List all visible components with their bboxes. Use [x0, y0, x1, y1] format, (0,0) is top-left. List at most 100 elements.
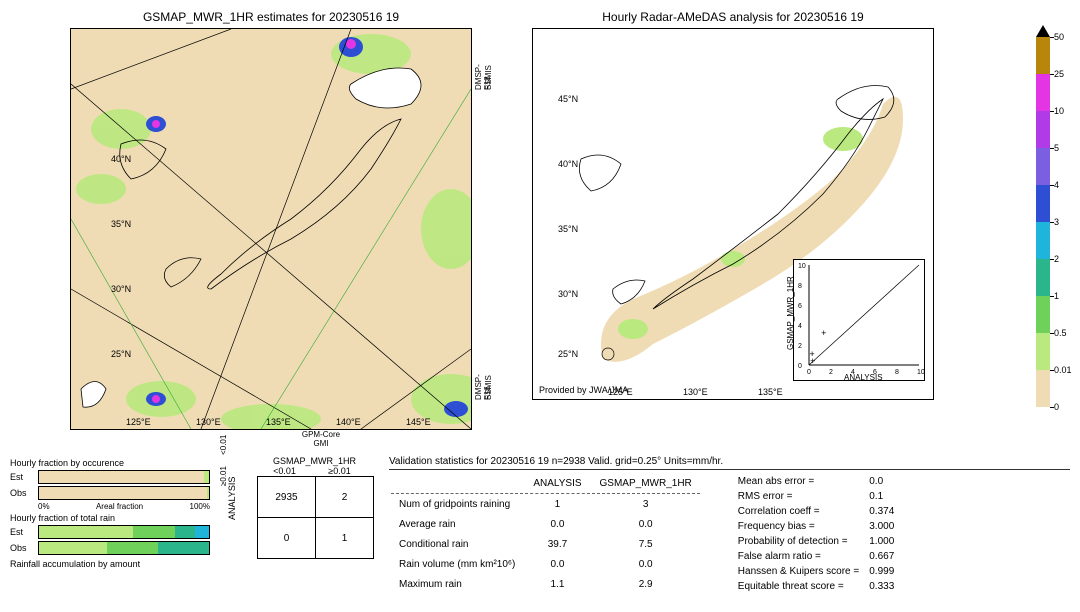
left-map: 25°N 30°N 35°N 40°N 125°E 130°E 135°E 14…: [70, 28, 472, 430]
lon-tick: 130°E: [196, 417, 221, 427]
scatter-plot: +++ 0246810 0246810 ANALYSIS GSMAP_MWR_1…: [793, 259, 925, 381]
sat-label: SSMIS: [484, 375, 493, 400]
right-map-panel: Hourly Radar-AMeDAS analysis for 2023051…: [532, 10, 934, 448]
colorbar: 502510543210.50.010: [1036, 25, 1050, 407]
metric-cell: 1.000: [865, 535, 898, 548]
colorbar-seg: [1036, 111, 1050, 148]
lon-tick: 125°E: [126, 417, 151, 427]
scatter-ylabel: GSMAP_MWR_1HR: [786, 276, 795, 350]
colorbar-seg: [1036, 222, 1050, 259]
lat-tick: 25°N: [111, 349, 131, 359]
left-map-panel: GSMAP_MWR_1HR estimates for 20230516 19: [70, 10, 472, 448]
lat-tick: 30°N: [558, 289, 578, 299]
metric-cell: 0.374: [865, 505, 898, 518]
colorbar-seg: [1036, 259, 1050, 296]
gpm-label: GPM-Core: [170, 430, 472, 439]
colorbar-seg: [1036, 185, 1050, 222]
ct-rowhdr-1: ≥0.01: [219, 466, 228, 486]
stats-cell: 39.7: [525, 535, 589, 553]
left-map-title: GSMAP_MWR_1HR estimates for 20230516 19: [70, 10, 472, 24]
fraction-row-label: Est: [10, 527, 38, 537]
lat-tick: 45°N: [558, 94, 578, 104]
right-map-title: Hourly Radar-AMeDAS analysis for 2023051…: [532, 10, 934, 24]
metric-cell: Correlation coeff =: [734, 505, 863, 518]
stats-cell: 0.0: [592, 516, 700, 534]
stats-cell: 0.0: [525, 516, 589, 534]
svg-text:2: 2: [798, 343, 802, 350]
fraction-row-label: Obs: [10, 543, 38, 553]
svg-text:0: 0: [807, 369, 811, 376]
stats-cell: 1.1: [525, 575, 589, 593]
metric-cell: 0.333: [865, 580, 898, 593]
colorbar-tick: 5: [1054, 143, 1059, 153]
svg-text:6: 6: [798, 303, 802, 310]
metric-cell: Mean abs error =: [734, 475, 863, 488]
metric-cell: 3.000: [865, 520, 898, 533]
lon-tick: 135°E: [266, 417, 291, 427]
stats-panel: Validation statistics for 20230516 19 n=…: [389, 456, 1070, 595]
lon-tick: 135°E: [758, 387, 783, 397]
fraction-row-label: Est: [10, 472, 38, 482]
lat-tick: 40°N: [111, 154, 131, 164]
stats-cell: Conditional rain: [391, 535, 523, 553]
metric-cell: Equitable threat score =: [734, 580, 863, 593]
stats-cell: 2.9: [592, 575, 700, 593]
lon-tick: 145°E: [406, 417, 431, 427]
colorbar-seg: [1036, 148, 1050, 185]
gmi-label: GMI: [170, 439, 472, 448]
ct-rowhdr-0: <0.01: [219, 435, 228, 455]
colorbar-seg: [1036, 296, 1050, 333]
colorbar-seg: [1036, 333, 1050, 370]
metrics-table: Mean abs error =0.0RMS error =0.1Correla…: [732, 473, 900, 595]
svg-text:+: +: [810, 349, 815, 359]
fraction-seg: [39, 471, 204, 483]
colorbar-tick: 0.01: [1054, 365, 1072, 375]
metric-cell: 0.999: [865, 565, 898, 578]
lat-tick: 30°N: [111, 284, 131, 294]
metric-cell: False alarm ratio =: [734, 550, 863, 563]
ct-col-title: GSMAP_MWR_1HR: [255, 456, 374, 466]
fraction-seg: [207, 487, 209, 499]
ct-cell: 1: [316, 518, 374, 559]
metric-cell: 0.667: [865, 550, 898, 563]
fraction-row: Est: [10, 470, 210, 484]
xlabel-c: Areal fraction: [96, 502, 143, 511]
stats-cell: Num of gridpoints raining: [391, 496, 523, 514]
ct-colhdr-1: ≥0.01: [312, 466, 367, 476]
metric-cell: Probability of detection =: [734, 535, 863, 548]
fraction-row-label: Obs: [10, 488, 38, 498]
metric-cell: Hanssen & Kuipers score =: [734, 565, 863, 578]
svg-text:4: 4: [798, 323, 802, 330]
fraction-row: Est: [10, 525, 210, 539]
colorbar-tick: 3: [1054, 217, 1059, 227]
fraction-seg: [107, 542, 158, 554]
svg-text:2: 2: [829, 369, 833, 376]
fraction-seg: [133, 526, 176, 538]
stats-cell: 7.5: [592, 535, 700, 553]
colorbar-tick: 25: [1054, 69, 1064, 79]
sat-label: SSMIS: [484, 65, 493, 90]
tot-title: Hourly fraction of total rain: [10, 513, 210, 523]
stats-cell: 1: [525, 496, 589, 514]
colorbar-tick: 0.5: [1054, 328, 1067, 338]
metric-cell: Frequency bias =: [734, 520, 863, 533]
svg-text:0: 0: [798, 363, 802, 370]
metric-cell: RMS error =: [734, 490, 863, 503]
fraction-panel: Hourly fraction by occurence EstObs 0% A…: [10, 456, 210, 571]
stats-cell: Average rain: [391, 516, 523, 534]
colorbar-tick: 50: [1054, 32, 1064, 42]
fraction-bar: [38, 470, 210, 484]
stats-table: ANALYSISGSMAP_MWR_1HR Num of gridpoints …: [389, 473, 702, 595]
lon-tick: 130°E: [683, 387, 708, 397]
colorbar-tick: 10: [1054, 106, 1064, 116]
lon-tick: 140°E: [336, 417, 361, 427]
contingency-table: GSMAP_MWR_1HR ANALYSIS <0.01 ≥0.01 29352…: [225, 456, 374, 559]
fraction-seg: [175, 526, 195, 538]
fraction-seg: [39, 542, 107, 554]
stats-colhdr: ANALYSIS: [525, 475, 589, 494]
metric-cell: 0.0: [865, 475, 898, 488]
metric-cell: 0.1: [865, 490, 898, 503]
fraction-seg: [158, 542, 209, 554]
lat-tick: 35°N: [558, 224, 578, 234]
svg-text:+: +: [821, 328, 826, 338]
